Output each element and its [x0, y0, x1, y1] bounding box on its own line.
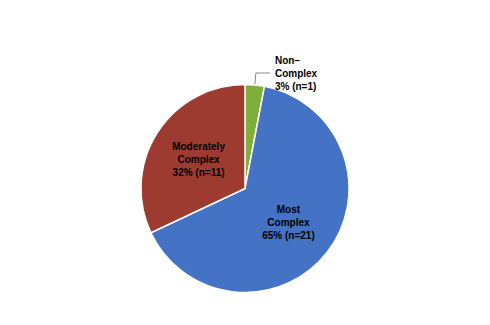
svg-text:32% (n=11): 32% (n=11) — [173, 167, 225, 178]
svg-text:Moderately: Moderately — [172, 141, 225, 152]
svg-text:Most: Most — [277, 204, 301, 215]
svg-text:Non–: Non– — [275, 55, 300, 66]
svg-text:Complex: Complex — [177, 154, 220, 165]
svg-text:3% (n=1): 3% (n=1) — [275, 81, 316, 92]
svg-text:Complex: Complex — [267, 217, 310, 228]
svg-text:65% (n=21): 65% (n=21) — [262, 230, 315, 241]
svg-text:Complex: Complex — [275, 68, 318, 79]
